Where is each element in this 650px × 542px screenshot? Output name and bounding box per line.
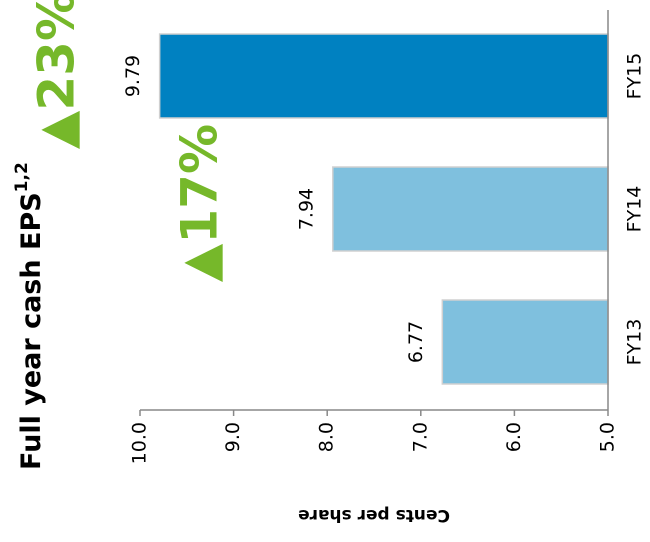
y-tick-label: 6.0 — [503, 422, 525, 452]
y-tick-label: 10.0 — [129, 422, 151, 464]
y-tick-label: 8.0 — [316, 422, 338, 452]
y-axis-label: Cents per share — [298, 505, 450, 525]
rotated-chart: Full year cash EPS1,2 Cents per share 5.… — [12, 0, 646, 525]
title-superscript: 1,2 — [12, 162, 32, 192]
y-tick-label: 7.0 — [409, 422, 431, 452]
bar — [441, 299, 609, 385]
value-label: 9.79 — [122, 55, 144, 97]
chart-title: Full year cash EPS1,2 — [12, 162, 47, 470]
growth-annotation: ▲23% — [28, 0, 86, 149]
bar — [332, 166, 609, 252]
x-tick-label: FY13 — [624, 319, 646, 366]
y-tick-label: 5.0 — [597, 422, 619, 452]
x-tick-label: FY15 — [624, 53, 646, 100]
growth-annotation: ▲17% — [170, 124, 228, 282]
title-text: Full year cash EPS — [16, 192, 47, 470]
x-tick-label: FY14 — [624, 186, 646, 233]
y-tick-label: 9.0 — [222, 422, 244, 452]
value-label: 6.77 — [405, 321, 427, 363]
value-label: 7.94 — [295, 188, 317, 230]
bar — [158, 33, 609, 119]
